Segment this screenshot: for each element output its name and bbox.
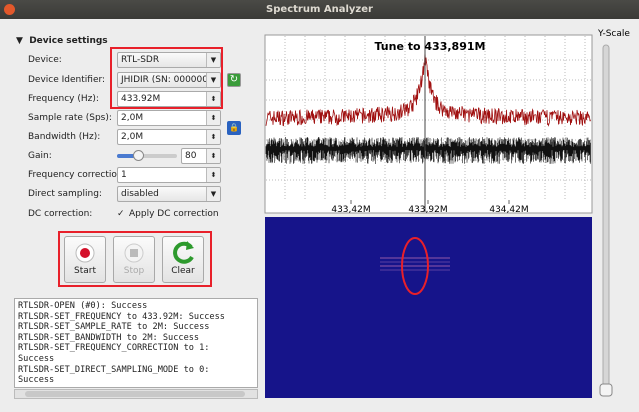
gain-slider[interactable] [117, 150, 177, 161]
log-line: RTLSDR-OPEN (#0): Success [18, 301, 148, 311]
combo-box[interactable]: disabled ▼ [117, 186, 221, 202]
field-value: JHIDIR (SN: 00000001) [121, 75, 221, 85]
field-value: 1 [121, 170, 127, 180]
icon [75, 243, 95, 263]
log-line: RTLSDR-SET_SAMPLE_RATE to 2M: Success [18, 322, 210, 333]
spectrum-trace-red [265, 50, 591, 127]
log-line: RTLSDR-SET_DIRECT_SAMPLING_MODE to 0: [18, 364, 210, 375]
field-value: 2,0M [121, 113, 144, 123]
start-button[interactable]: Start [64, 236, 106, 283]
button-label: Start [74, 266, 96, 276]
icon [173, 241, 194, 264]
spin-arrows: ⬍ [206, 168, 220, 182]
x-tick-label: 434,42M [489, 205, 528, 215]
log-line: RTLSDR-SET_FREQUENCY to 433.92M: Success [18, 311, 225, 322]
log-line: RTLSDR-SET_BANDWIDTH to 2M: Success [18, 332, 200, 343]
log-box: RTLSDR-OPEN (#0): Success RTLSDR-SET_FREQ… [14, 298, 258, 388]
field-value: 80 [185, 151, 197, 161]
spin-box[interactable]: 433.92M ⬍ [117, 91, 221, 107]
field-label: Device Identifier: [28, 75, 106, 85]
field-label: DC correction: [28, 209, 93, 219]
field-label: Bandwidth (Hz): [28, 132, 101, 142]
checkbox[interactable]: ✓ Apply DC correction [117, 206, 219, 222]
y-scale-label: Y-Scale [597, 29, 630, 39]
spin-arrows: ⬍ [206, 111, 220, 125]
log-line: Success [18, 353, 55, 364]
field-label: Gain: [28, 151, 52, 161]
highlight [58, 231, 212, 287]
highlight [110, 47, 223, 109]
slider-fill [117, 154, 137, 158]
spin-arrows: ⬍ [206, 92, 220, 106]
lock-button[interactable]: 🔒 [227, 121, 241, 135]
spectrum-trace-black [265, 137, 591, 164]
gain-spinbox[interactable]: 80 ⬍ [181, 148, 221, 164]
field-label: Frequency (Hz): [28, 94, 99, 104]
spin-arrows: ⬍ [206, 130, 220, 144]
dropdown-arrow: ▼ [206, 53, 220, 67]
dropdown-arrow: ▼ [206, 73, 220, 87]
dropdown-arrow: ▼ [206, 187, 220, 201]
window-title: Spectrum Analyzer [266, 4, 373, 15]
button-label: Stop [123, 266, 145, 276]
field-label: Device: [28, 55, 62, 65]
field-label: Sample rate (Sps): [28, 113, 112, 123]
field-value: RTL-SDR [121, 55, 160, 65]
header-text: Device settings [29, 36, 108, 46]
log-line: Success [18, 375, 55, 386]
clear-button[interactable]: Clear [162, 236, 204, 283]
refresh-button[interactable]: ↻ [227, 73, 241, 87]
button-label: Clear [171, 266, 195, 276]
spin-box[interactable]: 2,0M ⬍ [117, 110, 221, 126]
spin-box[interactable]: 2,0M ⬍ [117, 129, 221, 145]
x-tick-label: 433,92M [408, 205, 447, 215]
field-value: disabled [121, 189, 159, 199]
h-scrollbar[interactable] [14, 389, 258, 399]
y-scale-handle[interactable] [599, 383, 613, 397]
combo-box[interactable]: RTL-SDR ▼ [117, 52, 221, 68]
combo-box[interactable]: JHIDIR (SN: 00000001) ▼ [117, 72, 221, 88]
plot-title: Tune to 433,891M [375, 40, 486, 53]
icon [124, 243, 144, 263]
slider-handle[interactable] [133, 150, 144, 161]
field-label: Direct sampling: [28, 189, 102, 199]
spin-box[interactable]: 1 ⬍ [117, 167, 221, 183]
highlight-ellipse [401, 237, 429, 295]
spectrum-frame [264, 34, 593, 214]
log-line: RTLSDR-SET_FREQUENCY_CORRECTION to 1: [18, 343, 210, 354]
section-header[interactable]: ▼ Device settings [16, 36, 108, 46]
field-label: Frequency correction: [28, 170, 126, 180]
field-value: 433.92M [121, 94, 161, 104]
y-scale-track [602, 44, 610, 396]
title-bar: Spectrum Analyzer [0, 0, 639, 19]
checkbox-label: Apply DC correction [129, 209, 219, 219]
spin-arrows: ⬍ [206, 149, 220, 163]
waterfall [265, 217, 592, 398]
x-tick-label: 433,42M [331, 205, 370, 215]
stop-button[interactable]: Stop [113, 236, 155, 283]
field-value: 2,0M [121, 132, 144, 142]
close-button[interactable] [4, 4, 15, 15]
check-mark: ✓ [117, 209, 125, 219]
